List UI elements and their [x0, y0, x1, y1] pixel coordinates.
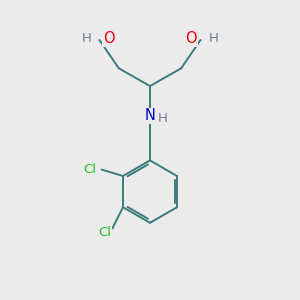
Text: H: H [158, 112, 167, 125]
Text: Cl: Cl [83, 163, 96, 176]
Text: H: H [81, 32, 91, 45]
Text: O: O [185, 31, 197, 46]
Text: O: O [103, 31, 115, 46]
Text: N: N [145, 108, 155, 123]
Text: Cl: Cl [98, 226, 111, 238]
Text: H: H [209, 32, 219, 45]
